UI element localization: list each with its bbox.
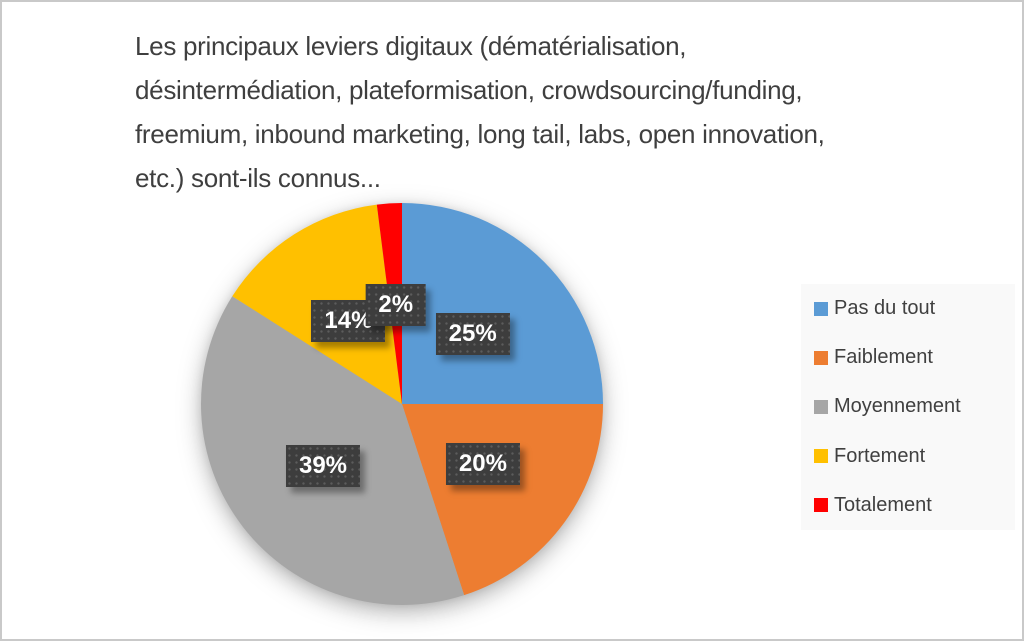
legend-item-faiblement: Faiblement [814, 346, 1015, 369]
chart-title-line: désintermédiation, plateformisation, cro… [135, 75, 803, 105]
data-label-moyennement: 39% [285, 445, 361, 488]
pie-chart [201, 203, 603, 605]
data-label-pas-du-tout: 25% [435, 313, 510, 356]
chart-title-line: etc.) sont-ils connus... [135, 163, 381, 193]
legend-label: Moyennement [834, 395, 961, 418]
legend-swatch-pas-du-tout [814, 301, 828, 316]
chart-title-line: freemium, inbound marketing, long tail, … [135, 119, 825, 149]
data-label-faiblement: 20% [445, 442, 520, 485]
legend-label: Fortement [834, 444, 926, 467]
legend-swatch-faiblement [814, 350, 828, 365]
legend-item-moyennement: Moyennement [814, 395, 1015, 418]
data-label-fortement: 14% [311, 299, 386, 342]
legend-swatch-fortement [814, 449, 828, 464]
pie-slice-pas-du-tout [402, 203, 603, 404]
legend-label: Faiblement [834, 346, 933, 369]
legend-item-pas-du-tout: Pas du tout [814, 297, 1015, 320]
legend-swatch-moyennement [814, 399, 828, 414]
legend-swatch-totalement [814, 498, 828, 513]
legend-item-fortement: Fortement [814, 445, 1015, 468]
chart-title-line: Les principaux leviers digitaux (dématér… [135, 31, 687, 61]
data-label-totalement: 2% [365, 284, 427, 327]
legend-label: Pas du tout [834, 297, 936, 320]
chart-title: Les principaux leviers digitaux (dématér… [135, 24, 935, 200]
legend-label: Totalement [834, 493, 932, 516]
legend-item-totalement: Totalement [814, 494, 1015, 517]
chart-legend: Pas du tout Faiblement Moyennement Forte… [801, 284, 1015, 530]
